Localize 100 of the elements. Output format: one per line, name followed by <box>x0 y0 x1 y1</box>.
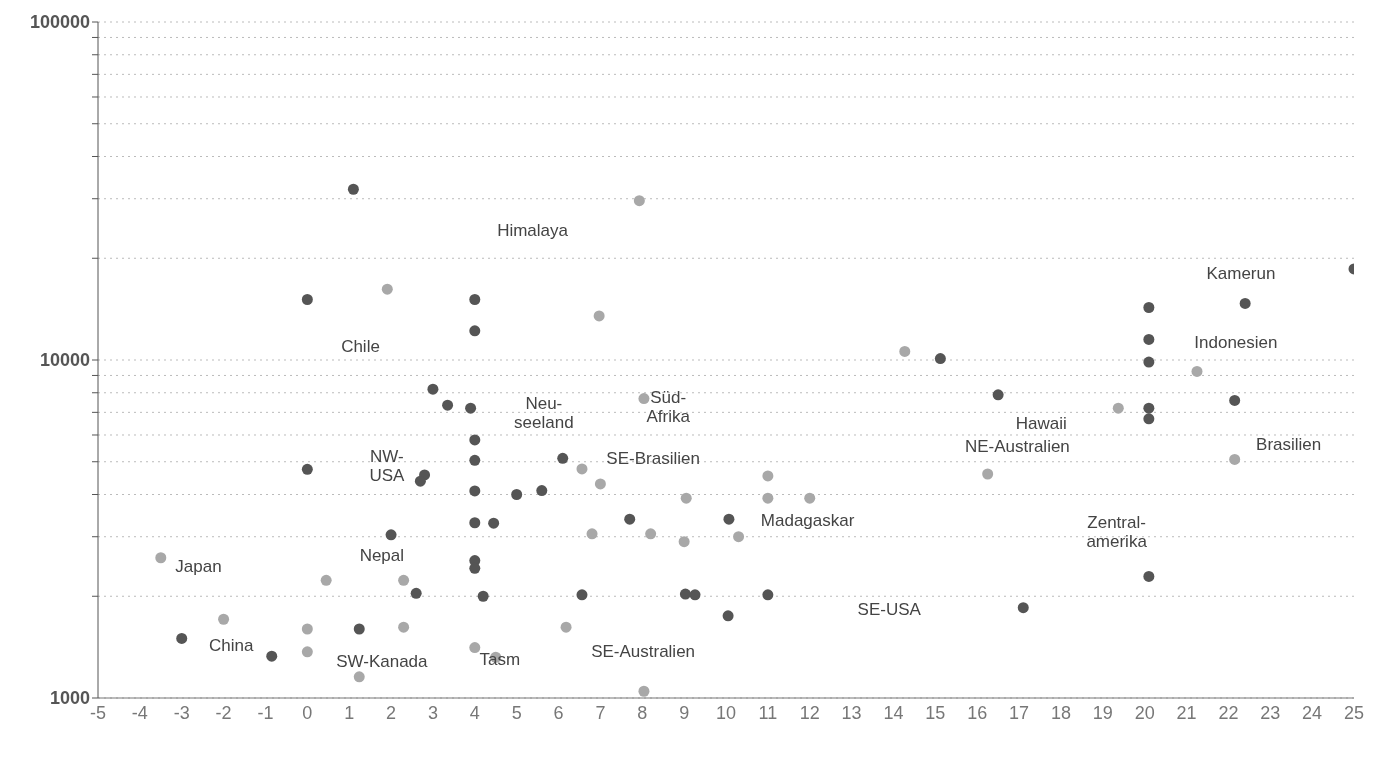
point <box>353 623 365 635</box>
annotation: Neu- seeland <box>514 394 574 433</box>
point <box>594 478 606 490</box>
point <box>1229 453 1241 465</box>
x-tick-label: 3 <box>427 702 438 723</box>
point <box>469 517 481 529</box>
point <box>689 589 701 601</box>
y-tick-label: 1000 <box>49 688 90 709</box>
point <box>982 468 994 480</box>
point <box>381 283 393 295</box>
x-tick-label: -3 <box>173 702 190 723</box>
point <box>576 463 588 475</box>
point <box>1143 413 1155 425</box>
annotation: China <box>208 635 254 655</box>
point <box>678 536 690 548</box>
x-tick-label: 17 <box>1009 702 1030 723</box>
point <box>645 528 657 540</box>
point <box>442 399 454 411</box>
point <box>155 552 167 564</box>
x-tick-label: 0 <box>302 702 313 723</box>
x-tick-label: 14 <box>883 702 904 723</box>
annotation: SE-Australien <box>591 641 696 661</box>
x-tick-label: 16 <box>967 702 988 723</box>
point <box>733 531 745 543</box>
point <box>1191 365 1203 377</box>
x-tick-label: 1 <box>344 702 355 723</box>
point <box>1143 356 1155 368</box>
x-tick-label: 7 <box>595 702 606 723</box>
annotation: SE-Brasilien <box>606 448 700 468</box>
point <box>560 621 572 633</box>
point <box>320 574 332 586</box>
point <box>586 528 598 540</box>
point <box>633 195 645 207</box>
point <box>1017 602 1029 614</box>
x-tick-label: 6 <box>553 702 564 723</box>
point <box>762 492 774 504</box>
point <box>1239 297 1251 309</box>
x-tick-label: 2 <box>386 702 397 723</box>
x-tick-label: -1 <box>257 702 274 723</box>
point <box>469 325 481 337</box>
point <box>992 389 1004 401</box>
point <box>680 492 692 504</box>
annotation: SE-USA <box>857 599 921 619</box>
annotation: Japan <box>175 556 222 575</box>
point <box>576 589 588 601</box>
annotation: Hawaii <box>1015 413 1067 433</box>
point <box>176 632 188 644</box>
x-tick-label: 20 <box>1134 702 1155 723</box>
point <box>1112 402 1124 414</box>
point <box>762 589 774 601</box>
annotation: NW- USA <box>369 447 405 486</box>
x-tick-label: 8 <box>637 702 648 723</box>
point <box>353 671 365 683</box>
point <box>469 434 481 446</box>
point <box>1143 402 1155 414</box>
annotation: Brasilien <box>1256 434 1322 454</box>
point <box>266 650 278 662</box>
annotation: NE-Australien <box>964 436 1070 456</box>
point <box>301 294 313 306</box>
point <box>398 621 410 633</box>
point <box>624 513 636 525</box>
point <box>385 529 397 541</box>
point <box>593 310 605 322</box>
x-tick-label: 23 <box>1260 702 1281 723</box>
x-tick-label: -2 <box>215 702 232 723</box>
x-tick-label: 5 <box>511 702 522 723</box>
point <box>410 587 422 599</box>
point <box>762 470 774 482</box>
y-tick-label: 10000 <box>39 350 90 371</box>
point <box>347 183 359 195</box>
point <box>1229 394 1241 406</box>
x-tick-label: 21 <box>1176 702 1197 723</box>
point <box>477 590 489 602</box>
annotation: Süd- Afrika <box>646 388 690 427</box>
point <box>469 294 481 306</box>
annotation: Madagaskar <box>760 510 855 530</box>
point <box>934 353 946 365</box>
annotation: Tasm <box>479 649 521 669</box>
point <box>804 492 816 504</box>
point <box>1143 570 1155 582</box>
x-tick-label: 19 <box>1092 702 1113 723</box>
point <box>723 513 735 525</box>
annotation: Nepal <box>359 545 405 565</box>
point <box>722 610 734 622</box>
point <box>1143 333 1155 345</box>
x-tick-label: 24 <box>1302 702 1323 723</box>
point <box>301 646 313 658</box>
x-tick-label: 22 <box>1218 702 1239 723</box>
point <box>469 454 481 466</box>
point <box>488 517 500 529</box>
x-tick-label: 10 <box>715 702 737 723</box>
point <box>469 485 481 497</box>
x-tick-label: 18 <box>1050 702 1071 723</box>
x-tick-label: 11 <box>758 702 778 723</box>
x-tick-label: 4 <box>469 702 480 723</box>
annotation: Kamerun <box>1206 263 1276 283</box>
point <box>899 345 911 357</box>
point <box>638 393 650 405</box>
point <box>1143 302 1155 313</box>
x-tick-label: 25 <box>1343 702 1365 723</box>
